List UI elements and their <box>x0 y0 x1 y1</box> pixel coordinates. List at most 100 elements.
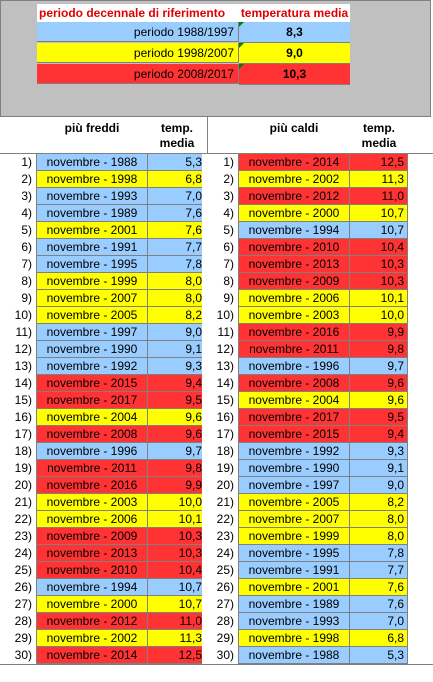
month-year-cell[interactable]: novembre - 2015 <box>238 426 350 443</box>
temperature-cell[interactable]: 5,3 <box>350 647 408 664</box>
temperature-cell[interactable]: 9,9 <box>148 477 206 494</box>
temperature-cell[interactable]: 10,1 <box>148 511 206 528</box>
temperature-cell[interactable]: 10,1 <box>350 290 408 307</box>
rank-cell[interactable]: 4) <box>202 205 236 222</box>
month-year-cell[interactable]: novembre - 2000 <box>36 596 148 613</box>
temperature-cell[interactable]: 9,8 <box>350 341 408 358</box>
rank-cell[interactable]: 2) <box>0 171 34 188</box>
rank-cell[interactable]: 10) <box>202 307 236 324</box>
month-year-cell[interactable]: novembre - 1988 <box>238 647 350 664</box>
rank-cell[interactable]: 29) <box>0 630 34 647</box>
rank-cell[interactable]: 3) <box>0 188 34 205</box>
month-year-cell[interactable]: novembre - 1997 <box>36 324 148 341</box>
month-year-cell[interactable]: novembre - 2010 <box>238 239 350 256</box>
month-year-cell[interactable]: novembre - 2010 <box>36 562 148 579</box>
rank-cell[interactable]: 20) <box>202 477 236 494</box>
temperature-cell[interactable]: 9,6 <box>350 392 408 409</box>
rank-cell[interactable]: 12) <box>0 341 34 358</box>
rank-cell[interactable]: 20) <box>0 477 34 494</box>
rank-cell[interactable]: 19) <box>202 460 236 477</box>
month-year-cell[interactable]: novembre - 2007 <box>238 511 350 528</box>
rank-cell[interactable]: 11) <box>0 324 34 341</box>
period-average-temp[interactable]: 10,3 <box>239 64 350 85</box>
rank-cell[interactable]: 10) <box>0 307 34 324</box>
month-year-cell[interactable]: novembre - 2005 <box>238 494 350 511</box>
month-year-cell[interactable]: novembre - 1999 <box>36 273 148 290</box>
rank-cell[interactable]: 23) <box>202 528 236 545</box>
temperature-cell[interactable]: 9,6 <box>148 426 206 443</box>
month-year-cell[interactable]: novembre - 1991 <box>238 562 350 579</box>
rank-cell[interactable]: 22) <box>202 511 236 528</box>
rank-cell[interactable]: 3) <box>202 188 236 205</box>
rank-cell[interactable]: 17) <box>0 426 34 443</box>
month-year-cell[interactable]: novembre - 1998 <box>36 171 148 188</box>
temperature-cell[interactable]: 7,6 <box>350 579 408 596</box>
temperature-cell[interactable]: 8,0 <box>148 290 206 307</box>
rank-cell[interactable]: 26) <box>202 579 236 596</box>
rank-cell[interactable]: 24) <box>202 545 236 562</box>
rank-cell[interactable]: 29) <box>202 630 236 647</box>
month-year-cell[interactable]: novembre - 2002 <box>36 630 148 647</box>
temperature-cell[interactable]: 6,8 <box>148 171 206 188</box>
rank-cell[interactable]: 18) <box>0 443 34 460</box>
temperature-cell[interactable]: 7,8 <box>350 545 408 562</box>
month-year-cell[interactable]: novembre - 2012 <box>36 613 148 630</box>
temperature-cell[interactable]: 10,0 <box>148 494 206 511</box>
rank-cell[interactable]: 23) <box>0 528 34 545</box>
month-year-cell[interactable]: novembre - 2006 <box>238 290 350 307</box>
temperature-cell[interactable]: 10,7 <box>148 579 206 596</box>
rank-cell[interactable]: 16) <box>0 409 34 426</box>
period-row[interactable]: periodo 2008/2017 10,3 <box>37 64 350 85</box>
temperature-cell[interactable]: 10,3 <box>350 256 408 273</box>
rank-cell[interactable]: 5) <box>0 222 34 239</box>
month-year-cell[interactable]: novembre - 1995 <box>36 256 148 273</box>
period-average-temp[interactable]: 8,3 <box>239 22 350 43</box>
month-year-cell[interactable]: novembre - 1997 <box>238 477 350 494</box>
rank-cell[interactable]: 13) <box>202 358 236 375</box>
rank-cell[interactable]: 13) <box>0 358 34 375</box>
rank-cell[interactable]: 27) <box>0 596 34 613</box>
month-year-cell[interactable]: novembre - 2013 <box>238 256 350 273</box>
temperature-cell[interactable]: 10,3 <box>148 528 206 545</box>
month-year-cell[interactable]: novembre - 2003 <box>238 307 350 324</box>
month-year-cell[interactable]: novembre - 1993 <box>36 188 148 205</box>
month-year-cell[interactable]: novembre - 2001 <box>238 579 350 596</box>
month-year-cell[interactable]: novembre - 1992 <box>238 443 350 460</box>
temperature-cell[interactable]: 9,3 <box>148 358 206 375</box>
temperature-cell[interactable]: 8,0 <box>350 528 408 545</box>
month-year-cell[interactable]: novembre - 1989 <box>238 596 350 613</box>
rank-cell[interactable]: 9) <box>202 290 236 307</box>
rank-cell[interactable]: 1) <box>202 154 236 171</box>
month-year-cell[interactable]: novembre - 2016 <box>238 324 350 341</box>
month-year-cell[interactable]: novembre - 1989 <box>36 205 148 222</box>
month-year-cell[interactable]: novembre - 2003 <box>36 494 148 511</box>
month-year-cell[interactable]: novembre - 1991 <box>36 239 148 256</box>
rank-cell[interactable]: 21) <box>202 494 236 511</box>
temperature-cell[interactable]: 10,7 <box>350 205 408 222</box>
period-average-temp[interactable]: 9,0 <box>239 43 350 64</box>
temperature-cell[interactable]: 7,6 <box>148 222 206 239</box>
temperature-cell[interactable]: 9,0 <box>350 477 408 494</box>
temperature-cell[interactable]: 9,0 <box>148 324 206 341</box>
month-year-cell[interactable]: novembre - 1993 <box>238 613 350 630</box>
temperature-cell[interactable]: 10,0 <box>350 307 408 324</box>
period-label[interactable]: periodo 1988/1997 <box>37 22 239 42</box>
rank-cell[interactable]: 8) <box>0 273 34 290</box>
temperature-cell[interactable]: 8,2 <box>350 494 408 511</box>
temperature-cell[interactable]: 10,7 <box>148 596 206 613</box>
month-year-cell[interactable]: novembre - 2016 <box>36 477 148 494</box>
temperature-cell[interactable]: 11,0 <box>148 613 206 630</box>
rank-cell[interactable]: 1) <box>0 154 34 171</box>
temperature-cell[interactable]: 7,8 <box>148 256 206 273</box>
rank-cell[interactable]: 7) <box>202 256 236 273</box>
month-year-cell[interactable]: novembre - 2011 <box>36 460 148 477</box>
temperature-cell[interactable]: 9,1 <box>148 341 206 358</box>
period-row[interactable]: periodo 1998/2007 9,0 <box>37 43 350 64</box>
rank-cell[interactable]: 27) <box>202 596 236 613</box>
rank-cell[interactable]: 28) <box>0 613 34 630</box>
temperature-cell[interactable]: 7,6 <box>350 596 408 613</box>
month-year-cell[interactable]: novembre - 1996 <box>238 358 350 375</box>
rank-cell[interactable]: 22) <box>0 511 34 528</box>
rank-cell[interactable]: 4) <box>0 205 34 222</box>
rank-cell[interactable]: 7) <box>0 256 34 273</box>
